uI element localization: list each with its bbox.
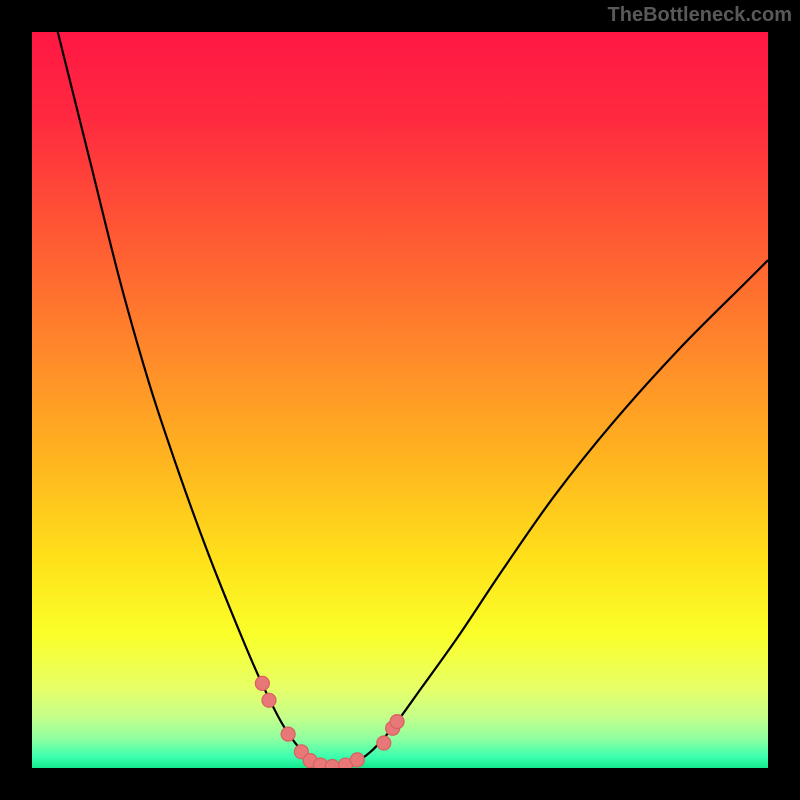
- bottleneck-chart: [0, 0, 800, 800]
- curve-marker: [255, 676, 269, 690]
- curve-marker: [377, 736, 391, 750]
- curve-marker: [390, 715, 404, 729]
- plot-background: [32, 32, 768, 768]
- chart-container: TheBottleneck.com: [0, 0, 800, 800]
- curve-marker: [262, 693, 276, 707]
- curve-marker: [281, 727, 295, 741]
- curve-marker: [350, 753, 364, 767]
